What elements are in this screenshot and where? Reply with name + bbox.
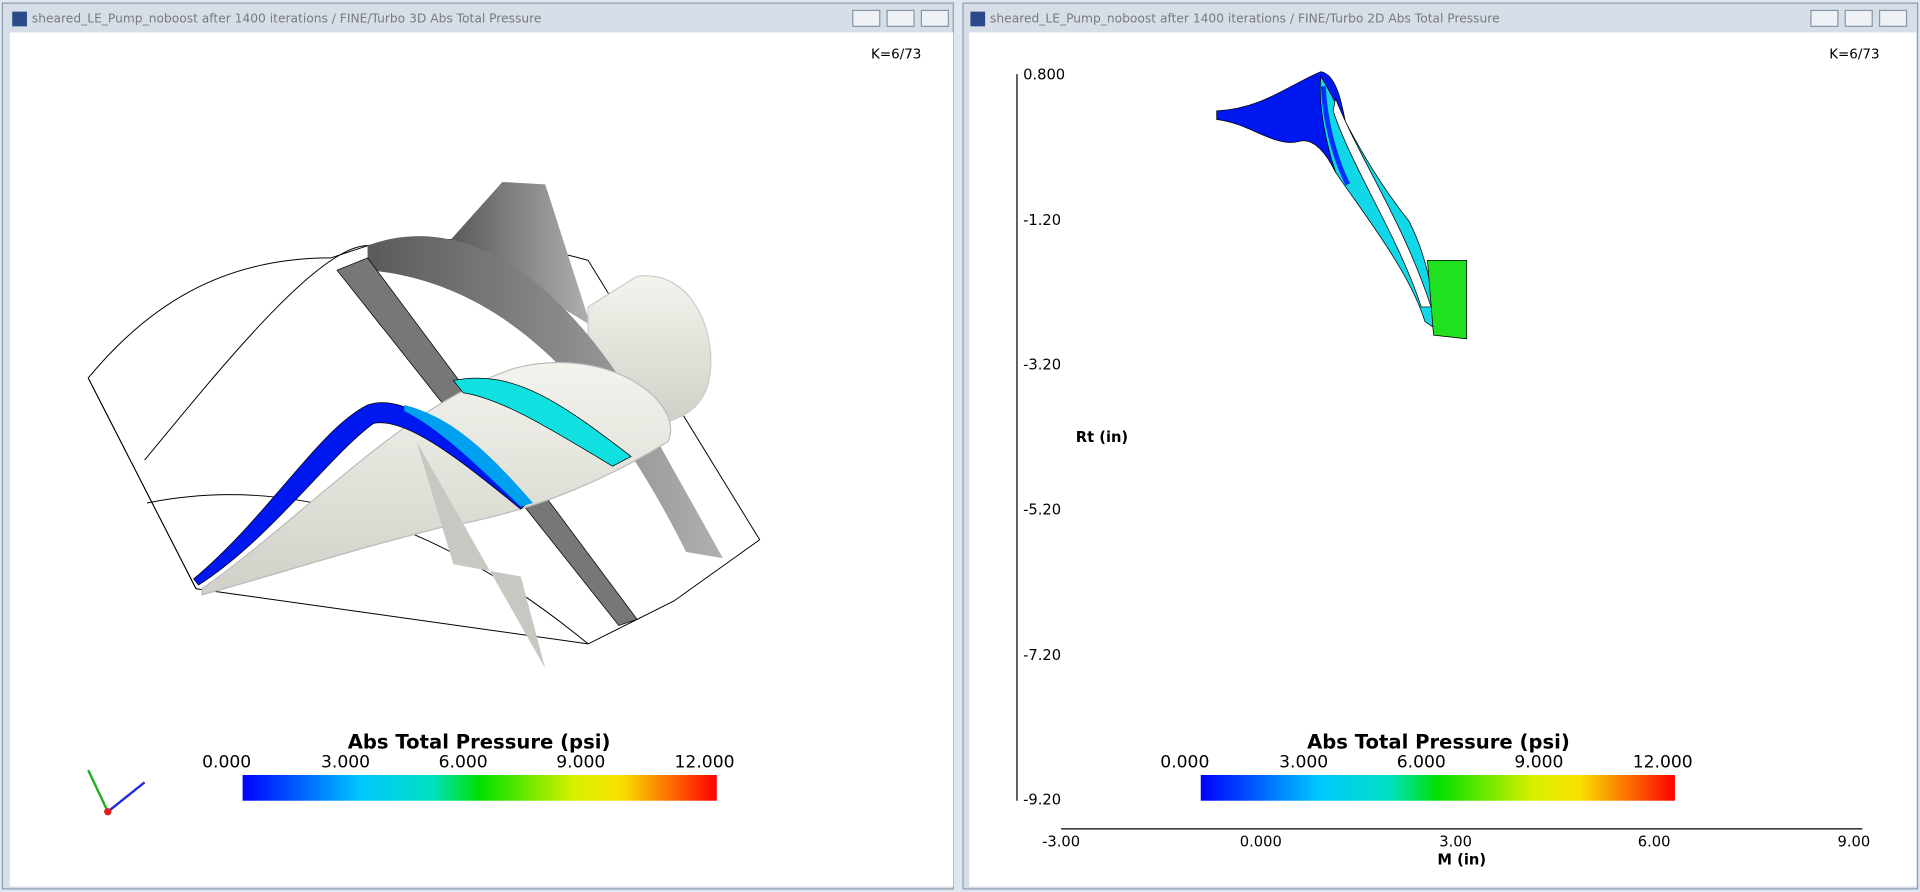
- y-tick-label: -9.20: [1023, 792, 1061, 809]
- colorbar-gradient: [1200, 774, 1675, 801]
- k-label: K=6/73: [1829, 47, 1879, 63]
- colorbar-tick: 9.000: [556, 753, 605, 773]
- window-icon: [12, 11, 27, 27]
- y-tick-label: -7.20: [1023, 647, 1061, 664]
- y-tick-label: -1.20: [1023, 212, 1061, 229]
- colorbar-title: Abs Total Pressure (psi): [1307, 731, 1570, 754]
- colorbar-tick: 3.000: [321, 753, 370, 773]
- minimize-button[interactable]: [852, 9, 881, 27]
- x-axis: -3.00 0.000 3.00 6.00 9.00 M (in): [1042, 828, 1870, 869]
- colorbar-tick: 0.000: [1160, 753, 1209, 773]
- x-tick-label: -3.00: [1042, 833, 1080, 850]
- close-button[interactable]: [920, 9, 949, 27]
- blade-2d: [1216, 71, 1468, 340]
- colorbar-tick: 12.000: [1633, 753, 1693, 773]
- colorbar: Abs Total Pressure (psi) 0.000 3.000 6.0…: [1160, 731, 1693, 801]
- y-tick-label: -3.20: [1023, 357, 1061, 374]
- window-buttons[interactable]: [852, 9, 949, 27]
- colorbar-title: Abs Total Pressure (psi): [348, 731, 611, 754]
- maximize-button[interactable]: [886, 9, 915, 27]
- colorbar-tick: 0.000: [202, 753, 251, 773]
- window-2d: sheared_LE_Pump_noboost after 1400 itera…: [962, 2, 1919, 890]
- x-tick-label: 9.00: [1837, 833, 1870, 850]
- colorbar-tick: 9.000: [1514, 753, 1563, 773]
- minimize-button[interactable]: [1810, 9, 1839, 27]
- window-title: sheared_LE_Pump_noboost after 1400 itera…: [990, 11, 1500, 25]
- y-axis-label: Rt (in): [1076, 429, 1128, 446]
- colorbar-tick: 12.000: [675, 753, 735, 773]
- pump-3d: [87, 181, 761, 669]
- viewport: [969, 32, 1917, 887]
- x-tick-label: 6.00: [1638, 833, 1671, 850]
- x-tick-label: 3.00: [1439, 833, 1472, 850]
- colorbar-tick: 6.000: [1397, 753, 1446, 773]
- axis-triad: [87, 769, 146, 816]
- y-axis: 0.800 -1.20 -3.20 -5.20 -7.20 -9.20 Rt (…: [1016, 66, 1128, 809]
- y-tick-label: -5.20: [1023, 501, 1061, 518]
- colorbar: Abs Total Pressure (psi) 0.000 3.000 6.0…: [202, 731, 735, 801]
- close-button[interactable]: [1878, 9, 1908, 27]
- x-axis-label: M (in): [1437, 852, 1486, 869]
- y-tick-label: 0.800: [1023, 66, 1065, 83]
- colorbar-tick: 6.000: [439, 753, 488, 773]
- colorbar-tick: 3.000: [1279, 753, 1328, 773]
- window-title: sheared_LE_Pump_noboost after 1400 itera…: [32, 11, 542, 25]
- x-tick-label: 0.000: [1240, 833, 1282, 850]
- window-icon: [970, 11, 986, 27]
- window-3d: sheared_LE_Pump_noboost after 1400 itera…: [1, 2, 954, 890]
- colorbar-gradient: [242, 774, 717, 801]
- maximize-button[interactable]: [1844, 9, 1873, 27]
- k-label: K=6/73: [871, 47, 921, 63]
- window-buttons[interactable]: [1810, 9, 1908, 27]
